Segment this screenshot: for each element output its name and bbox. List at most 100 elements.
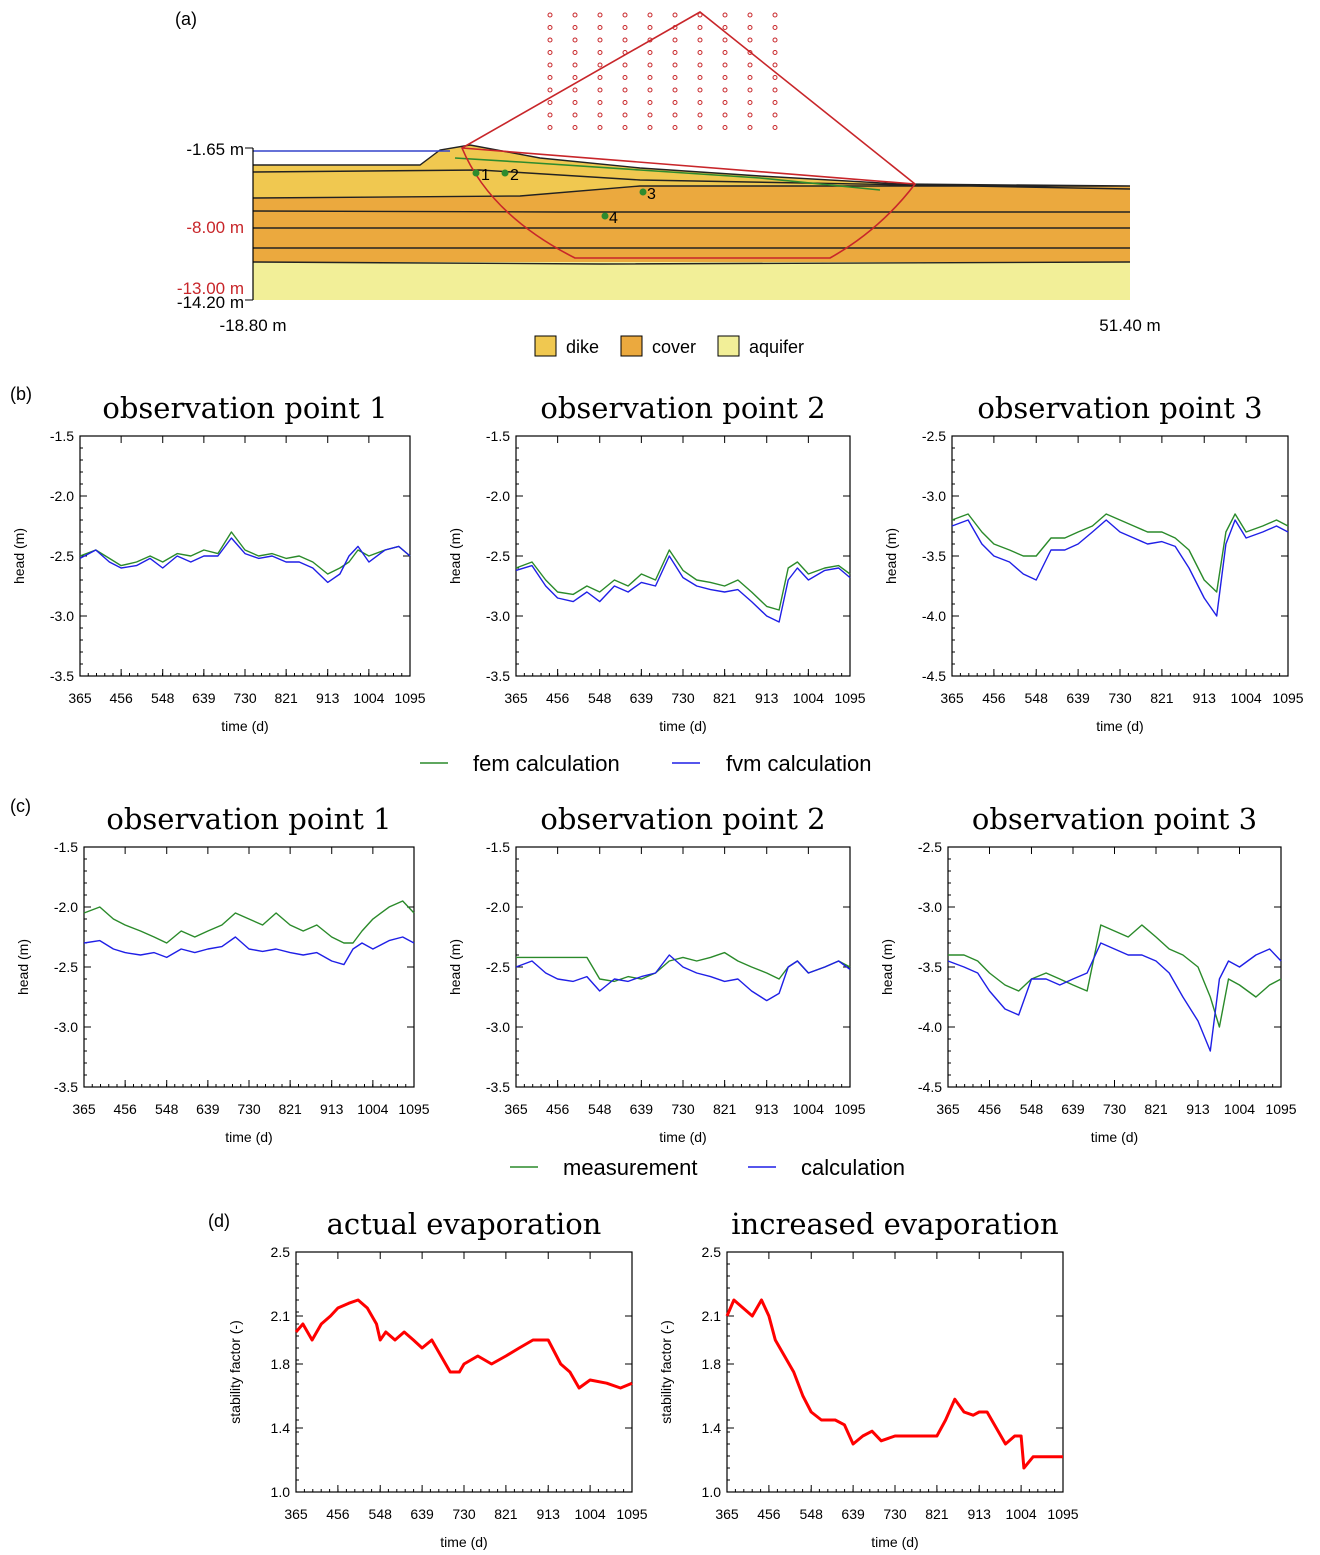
x-tick-label: 730: [883, 1506, 907, 1522]
y-tick-label: -2.0: [50, 488, 74, 504]
grid-dot-2: [547, 37, 553, 43]
x-tick-label: 821: [1150, 690, 1174, 706]
grid-dot-93: [772, 50, 778, 55]
grid-dot-97: [772, 100, 778, 105]
legend-label-cover: cover: [652, 337, 696, 357]
y-tick-label: -3.5: [54, 1079, 78, 1095]
x-tick-label: 821: [278, 1101, 302, 1117]
grid-dot-10: [572, 12, 578, 18]
y-axis-label: head (m): [879, 939, 895, 995]
grid-dot-72: [722, 37, 728, 43]
grid-dot-49: [647, 125, 653, 130]
y-tick-label: -1.5: [50, 428, 74, 444]
grid-dot-74: [722, 62, 728, 68]
x-tick-label: 730: [237, 1101, 261, 1117]
plot-frame: [951, 435, 1289, 677]
observation-point-2-marker: [501, 169, 509, 177]
x-tick-label: 913: [755, 690, 779, 706]
x-tick-label: 1095: [398, 1101, 429, 1117]
x-tick-label: 1095: [1272, 690, 1303, 706]
chart-8: increased evaporation 2.5 2.1 1.8 1.4 1.0 365 4…: [658, 1207, 1079, 1550]
grid-dot-87: [747, 100, 753, 105]
x-tick-label: 548: [369, 1506, 393, 1522]
grid-dot-4: [547, 62, 553, 68]
x-axis-label: time (d): [221, 718, 268, 734]
y-tick-label: -2.0: [54, 899, 78, 915]
grid-dot-22: [597, 37, 603, 43]
grid-dot-88: [747, 112, 753, 118]
series-line-2: [515, 555, 851, 623]
series-line-2: [79, 537, 411, 584]
x-axis-label: time (d): [659, 718, 706, 734]
grid-dot-27: [597, 100, 603, 105]
x-tick-label: 456: [757, 1506, 781, 1522]
legend-b-fvm-label: fvm calculation: [726, 751, 872, 776]
y-axis-label: stability factor (-): [227, 1320, 243, 1423]
x-tick-label: 913: [320, 1101, 344, 1117]
y-tick-label: -3.0: [922, 488, 946, 504]
grid-dot-23: [597, 50, 603, 55]
grid-dot-77: [722, 100, 728, 105]
grid-dot-35: [622, 75, 628, 80]
x-tick-label: 913: [316, 690, 340, 706]
grid-dot-31: [622, 25, 628, 30]
grid-dot-66: [697, 87, 703, 93]
x-tick-label: 730: [1103, 1101, 1127, 1117]
legend-c: measurement calculation: [510, 1155, 905, 1180]
x-tick-label: 639: [630, 1101, 654, 1117]
seepage-line: [454, 157, 881, 191]
observation-point-3-marker: [639, 188, 647, 196]
x-label-right: 51.40 m: [1099, 316, 1160, 335]
y-tick-label: 1.4: [271, 1420, 291, 1436]
y-tick-label: -3.5: [486, 668, 510, 684]
x-tick-label: 365: [284, 1506, 308, 1522]
y-tick-label: -1.5: [486, 428, 510, 444]
y-axis-label: head (m): [447, 528, 463, 584]
x-tick-label: 548: [151, 690, 175, 706]
y-axis-label: head (m): [447, 939, 463, 995]
x-tick-label: 365: [936, 1101, 960, 1117]
x-tick-label: 365: [72, 1101, 96, 1117]
grid-dot-57: [672, 100, 678, 105]
grid-dot-16: [572, 87, 578, 93]
grid-dot-38: [622, 112, 628, 118]
series-line-1: [79, 531, 411, 575]
x-tick-label: 548: [588, 1101, 612, 1117]
charts: observation point 1 -1.5 -2.0 -2.5 -3.0 -3.5 3…: [11, 391, 1304, 1550]
grid-dot-26: [597, 87, 603, 93]
grid-dot-92: [772, 37, 778, 43]
x-tick-label: 1004: [793, 690, 824, 706]
y-tick-label: -1.5: [54, 839, 78, 855]
chart-title: observation point 1: [106, 802, 391, 836]
series-line-2: [83, 936, 415, 966]
series-line-2: [951, 519, 1289, 617]
x-tick-label: 730: [1108, 690, 1132, 706]
x-tick-label: 456: [113, 1101, 137, 1117]
grid-dot-12: [572, 37, 578, 43]
grid-dot-61: [697, 25, 703, 30]
series-line-1: [83, 900, 415, 944]
chart-6: observation point 3 -2.5 -3.0 -3.5 -4.0 -4.5 3…: [879, 802, 1297, 1145]
aquifer-layer: [253, 262, 1130, 300]
y-tick-label: 1.4: [702, 1420, 722, 1436]
series-line-1: [725, 1298, 1063, 1470]
y-axis-label: stability factor (-): [658, 1320, 674, 1423]
y-tick-label: -2.0: [486, 488, 510, 504]
grid-dot-1: [547, 25, 553, 30]
y-tick-label: -2.5: [486, 548, 510, 564]
chart-2: observation point 2 -1.5 -2.0 -2.5 -3.0 -3.5 3…: [447, 391, 866, 734]
x-label-left: -18.80 m: [219, 316, 286, 335]
y-tick-label: -4.0: [922, 608, 946, 624]
y-tick-label: -3.5: [50, 668, 74, 684]
grid-dot-47: [647, 100, 653, 105]
plot-frame: [726, 1251, 1064, 1493]
x-tick-label: 456: [978, 1101, 1002, 1117]
grid-dot-99: [772, 125, 778, 130]
grid-dot-21: [597, 25, 603, 30]
x-tick-label: 1095: [616, 1506, 647, 1522]
grid-dot-94: [772, 62, 778, 68]
plot-frame: [515, 435, 851, 677]
x-tick-label: 1004: [353, 690, 384, 706]
x-tick-label: 456: [982, 690, 1006, 706]
